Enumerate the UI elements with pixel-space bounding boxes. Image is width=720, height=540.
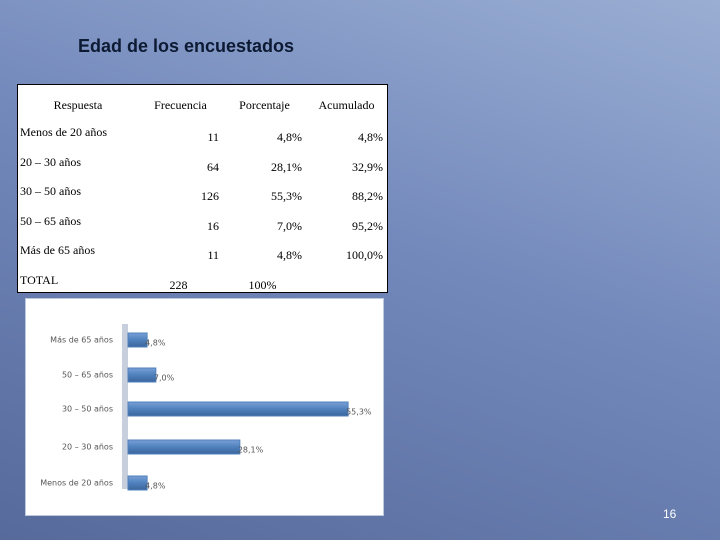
chart-box: Más de 65 años 4,8% 50 – 65 años 7,0% 30 – 5… [25, 298, 384, 516]
row-label: 30 – 50 años [20, 184, 81, 198]
cell-value: 88,2% [352, 189, 383, 203]
table: Respuesta Frecuencia Porcentaje Acumulado Me… [17, 84, 388, 293]
cell-value: 11 [207, 130, 219, 144]
category-label: 20 – 30 años [62, 443, 113, 452]
cell-value: 126 [201, 189, 219, 203]
header-cell: Porcentaje [239, 98, 290, 112]
header-cell: Acumulado [318, 98, 375, 112]
cell-value: 100% [248, 277, 277, 292]
header-cell: Respuesta [53, 98, 103, 112]
cell-value: 16 [207, 218, 219, 233]
cell-value: 7,0% [277, 218, 302, 233]
page-number: 16 [663, 507, 677, 521]
cell-value: 4,8% [358, 130, 383, 144]
cell-value: 228 [169, 277, 188, 292]
cell-value: 4,8% [277, 248, 302, 262]
bar [127, 439, 241, 455]
bar [127, 332, 148, 348]
cell-value: 32,9% [352, 159, 383, 174]
row-label: 50 – 65 años [20, 213, 81, 228]
cell-value: 100,0% [346, 248, 383, 262]
cell-value: 4,8% [277, 130, 302, 144]
row-label: Más de 65 años [20, 243, 95, 257]
value-label: 28,1% [238, 446, 264, 455]
cell-value: 28,1% [271, 159, 302, 174]
value-label: 55,3% [346, 408, 372, 417]
cell-value: 55,3% [271, 189, 302, 203]
category-label: 50 – 65 años [62, 371, 113, 380]
category-label: Menos de 20 años [40, 479, 113, 488]
bar [127, 475, 148, 491]
bar [127, 367, 157, 383]
header-cell: Frecuencia [154, 98, 207, 112]
category-label: Más de 65 años [50, 336, 113, 345]
cell-value: 11 [207, 248, 219, 262]
category-label: 30 – 50 años [62, 405, 113, 414]
row-label: 20 – 30 años [20, 154, 81, 169]
slide-title: Edad de los encuestados [78, 36, 295, 56]
chart: Más de 65 años 4,8% 50 – 65 años 7,0% 30 – 5… [40, 324, 372, 491]
bar [127, 401, 349, 417]
cell-value: 64 [207, 159, 219, 174]
value-label: 7,0% [154, 374, 175, 383]
row-label: TOTAL [20, 272, 59, 287]
cell-value: 95,2% [352, 218, 383, 233]
value-label: 4,8% [145, 339, 166, 348]
value-label: 4,8% [145, 482, 166, 491]
row-label: Menos de 20 años [20, 125, 107, 139]
